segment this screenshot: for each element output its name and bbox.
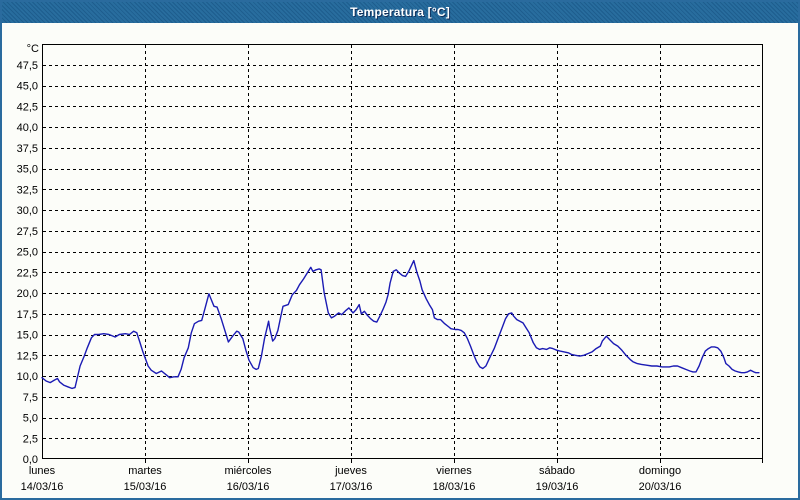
- x-day-name-label: domingo: [639, 465, 681, 477]
- plot-border: [42, 44, 763, 459]
- x-day-name-label: jueves: [334, 465, 367, 477]
- y-tick-label: 17,5: [17, 309, 38, 321]
- x-day-name-label: viernes: [436, 465, 472, 477]
- y-tick-label: 5,0: [23, 413, 38, 425]
- y-tick-label: 20,0: [17, 288, 38, 300]
- x-day-date-label: 18/03/16: [433, 481, 476, 493]
- y-tick-label: 22,5: [17, 267, 38, 279]
- x-day-date-label: 19/03/16: [536, 481, 579, 493]
- y-tick-label: 45,0: [17, 81, 38, 93]
- y-tick-label: 37,5: [17, 143, 38, 155]
- x-day-date-label: 16/03/16: [227, 481, 270, 493]
- y-tick-label: 10,0: [17, 371, 38, 383]
- axis-labels: 0,0 2,5 5,0 7,5 10,0 12,5 15,0 17,5 20,0 22,5 25,0…: [17, 43, 682, 493]
- temperature-series-line: [41, 259, 760, 390]
- axes: [42, 44, 763, 463]
- x-day-name-label: martes: [128, 465, 162, 477]
- y-tick-label: 30,0: [17, 205, 38, 217]
- x-day-date-label: 14/03/16: [21, 481, 64, 493]
- y-tick-label: 40,0: [17, 122, 38, 134]
- gridlines: [43, 45, 762, 458]
- x-day-date-label: 15/03/16: [124, 481, 167, 493]
- y-axis-unit-label: °C: [27, 43, 39, 55]
- y-tick-label: 25,0: [17, 247, 38, 259]
- y-tick-label: 2,5: [23, 433, 38, 445]
- window-title-bar: Temperatura [°C]: [2, 2, 798, 23]
- y-tick-label: 12,5: [17, 350, 38, 362]
- y-tick-label: 27,5: [17, 226, 38, 238]
- y-tick-label: 32,5: [17, 184, 38, 196]
- x-day-name-label: sábado: [539, 465, 575, 477]
- window-title: Temperatura [°C]: [350, 5, 450, 19]
- x-day-date-label: 20/03/16: [639, 481, 682, 493]
- y-tick-label: 7,5: [23, 392, 38, 404]
- y-tick-label: 42,5: [17, 101, 38, 113]
- x-day-name-label: miércoles: [224, 465, 272, 477]
- x-day-date-label: 17/03/16: [330, 481, 373, 493]
- y-tick-label: 47,5: [17, 60, 38, 72]
- y-tick-label: 0,0: [23, 454, 38, 466]
- x-day-name-label: lunes: [29, 465, 56, 477]
- y-tick-label: 15,0: [17, 330, 38, 342]
- y-tick-label: 35,0: [17, 164, 38, 176]
